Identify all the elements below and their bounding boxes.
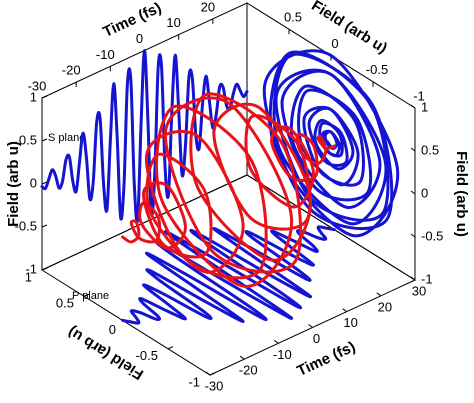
p-axis-title: Field (arb u) [65, 323, 147, 383]
time-axis-title: Time (fs) [100, 0, 164, 41]
p-tick-label: 1 [25, 269, 32, 284]
time-tick-label: 20 [378, 299, 392, 314]
s-tick-label: 0.5 [421, 142, 439, 157]
s-axis-title: Field (arb u) [5, 141, 22, 227]
p-plane-curve [121, 225, 336, 325]
s-tick-label: 0.5 [19, 132, 37, 147]
time-axis-title: Time (fs) [294, 338, 358, 380]
p-tick [209, 372, 216, 376]
s-tick [41, 138, 48, 142]
s-tick-label: -0.5 [421, 228, 443, 243]
time-tick-label: -30 [205, 378, 224, 393]
time-tick-label: 0 [313, 331, 320, 346]
p-plane-label: P plane [72, 290, 109, 302]
p-tick-label: 0.5 [56, 296, 74, 311]
time-tick-label: 30 [412, 283, 426, 298]
s-tick-label: 0 [30, 175, 37, 190]
s-tick-label: 1 [421, 99, 428, 114]
time-tick [376, 292, 382, 297]
time-tick-label: -10 [273, 347, 292, 362]
s-tick-label: -0.5 [15, 218, 37, 233]
s-tick [41, 95, 48, 99]
s-plane-label: S plane [48, 132, 85, 144]
p-tick [83, 293, 90, 297]
s-tick-label: -1 [421, 271, 433, 286]
p-tick-label: -1 [188, 374, 200, 389]
time-tick-label: 10 [166, 15, 180, 30]
polarization-ellipse [262, 49, 400, 238]
p-tick [167, 346, 174, 350]
p-tick-label: 0 [331, 36, 338, 51]
s-tick [410, 276, 416, 281]
p-tick-label: -1 [413, 88, 425, 103]
time-tick-label: 20 [201, 0, 215, 14]
time-tick [342, 308, 347, 313]
s-tick [41, 181, 48, 185]
s-tick [410, 190, 416, 195]
field-trajectory [121, 92, 336, 288]
p-tick [41, 267, 48, 271]
time-tick-label: 0 [136, 31, 143, 46]
time-tick-label: -10 [96, 47, 115, 62]
time-tick [274, 339, 279, 344]
s-tick-label: 0 [421, 185, 428, 200]
time-tick-label: -30 [28, 78, 47, 93]
p-tick-label: -0.5 [366, 62, 388, 77]
s-tick-label: -1 [25, 261, 37, 276]
time-tick [308, 324, 313, 328]
s-tick [410, 233, 416, 238]
p-tick-label: 0.5 [284, 10, 302, 25]
time-tick-label: 10 [343, 315, 357, 330]
p-tick-label: 0 [109, 322, 116, 337]
s-tick [410, 104, 416, 109]
time-tick [205, 371, 211, 376]
s-tick-label: 1 [30, 89, 37, 104]
time-tick-label: -20 [62, 63, 81, 78]
s-axis-title: Field (arb u) [453, 151, 470, 237]
s-tick [410, 147, 416, 152]
time-tick-label: -20 [239, 363, 258, 378]
time-tick [239, 355, 245, 360]
p-tick-label: -0.5 [136, 348, 158, 363]
s-tick [41, 224, 48, 228]
